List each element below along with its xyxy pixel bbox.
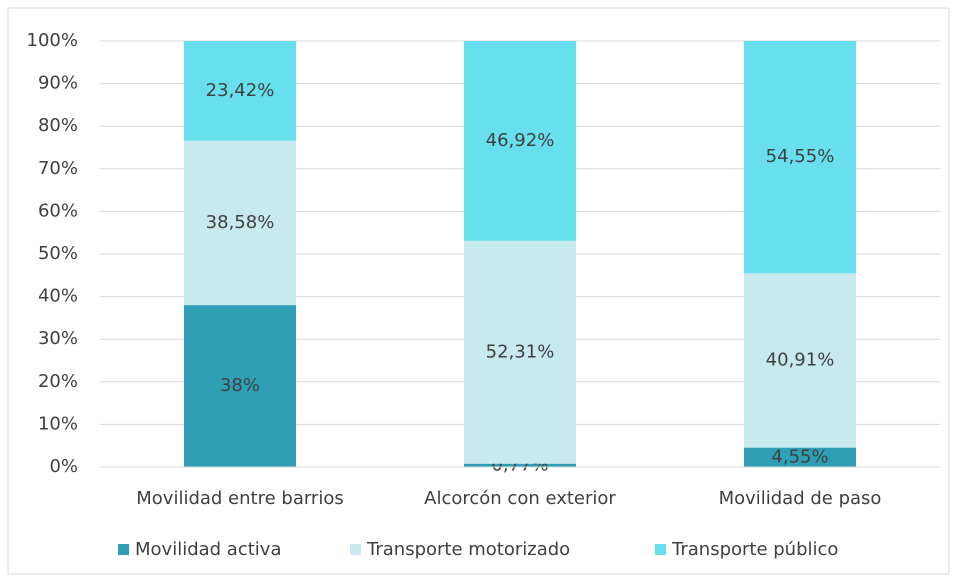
bar-segment <box>184 305 296 467</box>
y-tick-label: 0% <box>49 456 78 477</box>
bar-segment <box>464 41 576 241</box>
y-tick-label: 70% <box>38 158 78 179</box>
y-tick-label: 20% <box>38 371 78 392</box>
bar-segment <box>744 273 856 448</box>
y-tick-label: 60% <box>38 200 78 221</box>
bar-segment <box>744 447 856 467</box>
x-tick-label: Movilidad de paso <box>719 488 882 509</box>
legend-swatch <box>118 544 129 555</box>
data-label: 38,58% <box>206 212 275 233</box>
data-label: 46,92% <box>486 130 555 151</box>
y-tick-label: 80% <box>38 115 78 136</box>
data-label: 52,31% <box>486 341 555 362</box>
data-label: 40,91% <box>766 349 835 370</box>
bar-segment <box>184 41 296 141</box>
x-tick-label: Movilidad entre barrios <box>136 488 343 509</box>
y-tick-label: 90% <box>38 73 78 94</box>
legend-swatch <box>350 544 361 555</box>
bar-segment <box>744 40 856 274</box>
y-tick-label: 30% <box>38 328 78 349</box>
data-label: 4,55% <box>771 446 828 467</box>
legend-swatch <box>655 544 666 555</box>
y-tick-label: 100% <box>27 30 78 51</box>
y-tick-label: 40% <box>38 286 78 307</box>
data-label: 54,55% <box>766 146 835 167</box>
y-tick-label: 50% <box>38 243 78 264</box>
legend-label: Transporte público <box>671 539 838 560</box>
bar-segment <box>464 463 576 467</box>
data-label: 23,42% <box>206 80 275 101</box>
legend-label: Movilidad activa <box>135 539 281 560</box>
legend-label: Transporte motorizado <box>366 539 570 560</box>
bar-segment <box>184 140 296 306</box>
data-label: 38% <box>220 375 260 396</box>
bar-segment <box>464 240 576 464</box>
y-tick-label: 10% <box>38 413 78 434</box>
x-tick-label: Alcorcón con exterior <box>424 488 616 509</box>
